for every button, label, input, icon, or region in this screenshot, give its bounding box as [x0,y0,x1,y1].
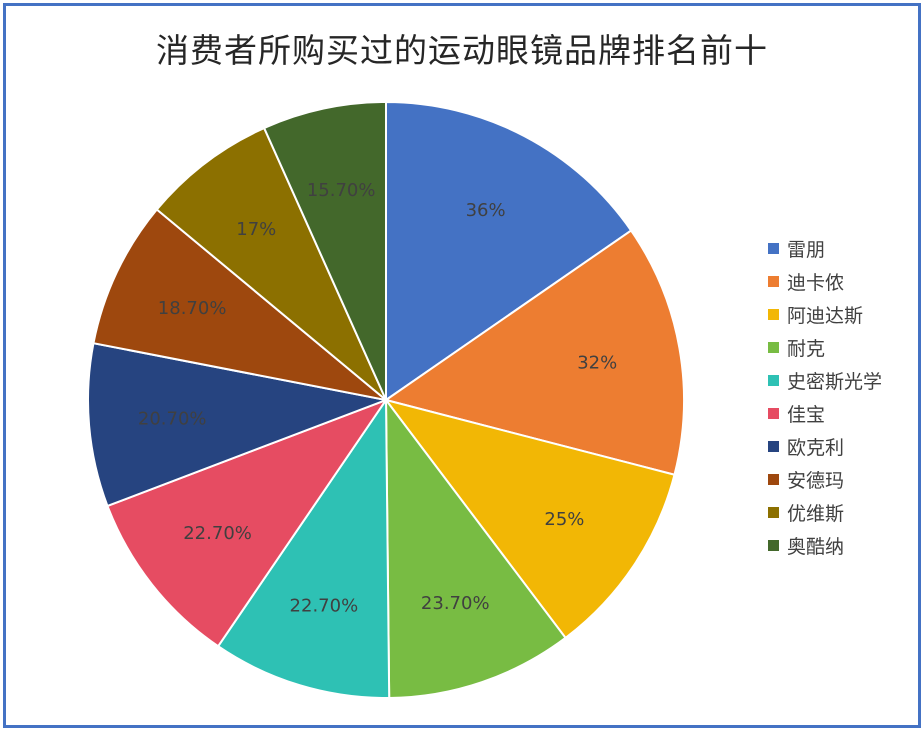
data-label-6: 22.70% [183,523,252,544]
legend-item-4: 耐克 [768,331,882,364]
pie-slice-5 [216,396,391,699]
data-label-7: 20.70% [138,408,207,429]
pie-chart: 36% 32% 25% 23.70% 22.70% 22.70% 20.70% 18.70% 1… [87,100,685,699]
chart-legend: 雷朋迪卡侬阿迪达斯耐克史密斯光学佳宝欧克利安德玛优维斯奥酷纳 [768,232,882,562]
pie-slice-3 [383,398,676,640]
legend-item-9: 优维斯 [768,496,882,529]
legend-label: 阿迪达斯 [787,305,864,327]
legend-label: 安德玛 [787,470,845,492]
legend-label: 雷朋 [787,239,826,261]
legend-swatch [768,243,779,254]
legend-item-6: 佳宝 [768,397,882,430]
data-label-9: 17% [236,219,276,240]
legend-item-7: 欧克利 [768,430,882,463]
legend-swatch [768,441,779,452]
legend-swatch [768,408,779,419]
legend-item-2: 迪卡侬 [768,265,882,298]
data-label-10: 15.70% [307,180,376,201]
legend-item-8: 安德玛 [768,463,882,496]
chart-title: 消费者所购买过的运动眼镜品牌排名前十 [156,31,768,70]
chart-frame: 消费者所购买过的运动眼镜品牌排名前十 36% 32% 25% 23.70% 22.70%… [3,3,921,728]
legend-swatch [768,375,779,386]
legend-item-1: 雷朋 [768,232,882,265]
pie-slice-6 [106,397,389,648]
pie-slice-7 [87,342,390,508]
legend-swatch [768,540,779,551]
pie-slice-8 [92,208,387,401]
legend-swatch [768,342,779,353]
legend-swatch [768,276,779,287]
data-label-5: 22.70% [290,595,359,616]
legend-label: 优维斯 [787,503,845,525]
data-label-3: 25% [544,509,584,530]
legend-label: 耐克 [787,338,826,360]
pie-slice-10 [262,100,387,401]
data-label-8: 18.70% [158,298,227,319]
legend-item-3: 阿迪达斯 [768,298,882,331]
data-label-1: 36% [466,200,506,221]
legend-label: 迪卡侬 [787,272,845,294]
legend-item-5: 史密斯光学 [768,364,882,397]
legend-swatch [768,507,779,518]
legend-label: 史密斯光学 [787,371,883,393]
legend-item-10: 奥酷纳 [768,529,882,562]
legend-swatch [768,474,779,485]
legend-label: 欧克利 [787,437,845,459]
legend-label: 佳宝 [787,404,826,426]
pie-slice-2 [383,229,685,476]
legend-swatch [768,309,779,320]
legend-label: 奥酷纳 [787,536,845,558]
data-label-2: 32% [577,352,617,373]
pie-slice-9 [155,126,387,401]
pie-slice-1 [385,100,633,402]
data-label-4: 23.70% [421,593,490,614]
pie-slice-4 [384,396,567,699]
